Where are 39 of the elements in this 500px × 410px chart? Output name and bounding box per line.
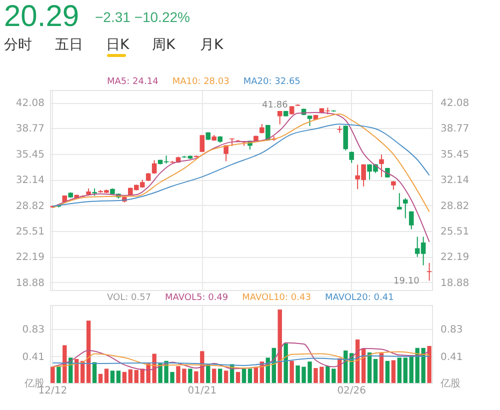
y-tick-label: 38.77	[16, 124, 44, 135]
text: MAVOL10: 0.43	[242, 293, 311, 303]
y2-tick-label: 亿股	[440, 378, 460, 390]
chart-title: 20.29	[4, 0, 80, 34]
y-tick-label: 28.82	[16, 200, 44, 212]
text: 五日	[55, 36, 83, 54]
y2-tick-label: 32.14	[440, 175, 470, 186]
y2-tick-label: 25.51	[440, 226, 470, 238]
text: 日K	[106, 36, 130, 54]
y-tick-label: 25.51	[16, 226, 44, 238]
text: MA5: 24.14	[107, 77, 158, 87]
text: VOL: 0.57	[107, 293, 152, 303]
text: 月K	[200, 36, 224, 54]
y-tick-label: 32.14	[16, 175, 44, 186]
text: MAVOL5: 0.49	[165, 293, 228, 303]
text: 周K	[152, 36, 176, 54]
y-tick-label: 35.45	[16, 149, 44, 160]
y2-tick-label: 28.82	[440, 200, 470, 212]
y-tick-label: 0.41	[22, 352, 44, 363]
x-tick-label: 01/21	[188, 386, 217, 396]
x-tick-label: 02/26	[337, 386, 366, 396]
annotation: 41.86	[262, 100, 288, 110]
y2-tick-label: 18.88	[440, 278, 470, 289]
text: MA20: 32.65	[243, 77, 300, 87]
y2-tick-label: 42.08	[440, 98, 470, 110]
text: MAVOL20: 0.41	[324, 293, 394, 303]
annotation: 19.10	[394, 276, 420, 287]
y2-tick-label: 0.41	[440, 352, 463, 363]
y2-tick-label: 38.77	[440, 124, 470, 135]
y-tick-label: 42.08	[16, 98, 44, 110]
y-tick-label: 22.19	[16, 252, 44, 264]
text: 分时	[4, 36, 32, 54]
y-tick-label: 0.83	[22, 324, 44, 336]
y2-tick-label: 0.83	[440, 324, 463, 336]
y-tick-label: 18.88	[16, 278, 44, 289]
y2-tick-label: 22.19	[440, 252, 470, 264]
text: MA10: 28.03	[172, 77, 230, 87]
chart-subtitle: −2.31 −10.22%	[95, 9, 190, 25]
y2-tick-label: 35.45	[440, 149, 470, 160]
